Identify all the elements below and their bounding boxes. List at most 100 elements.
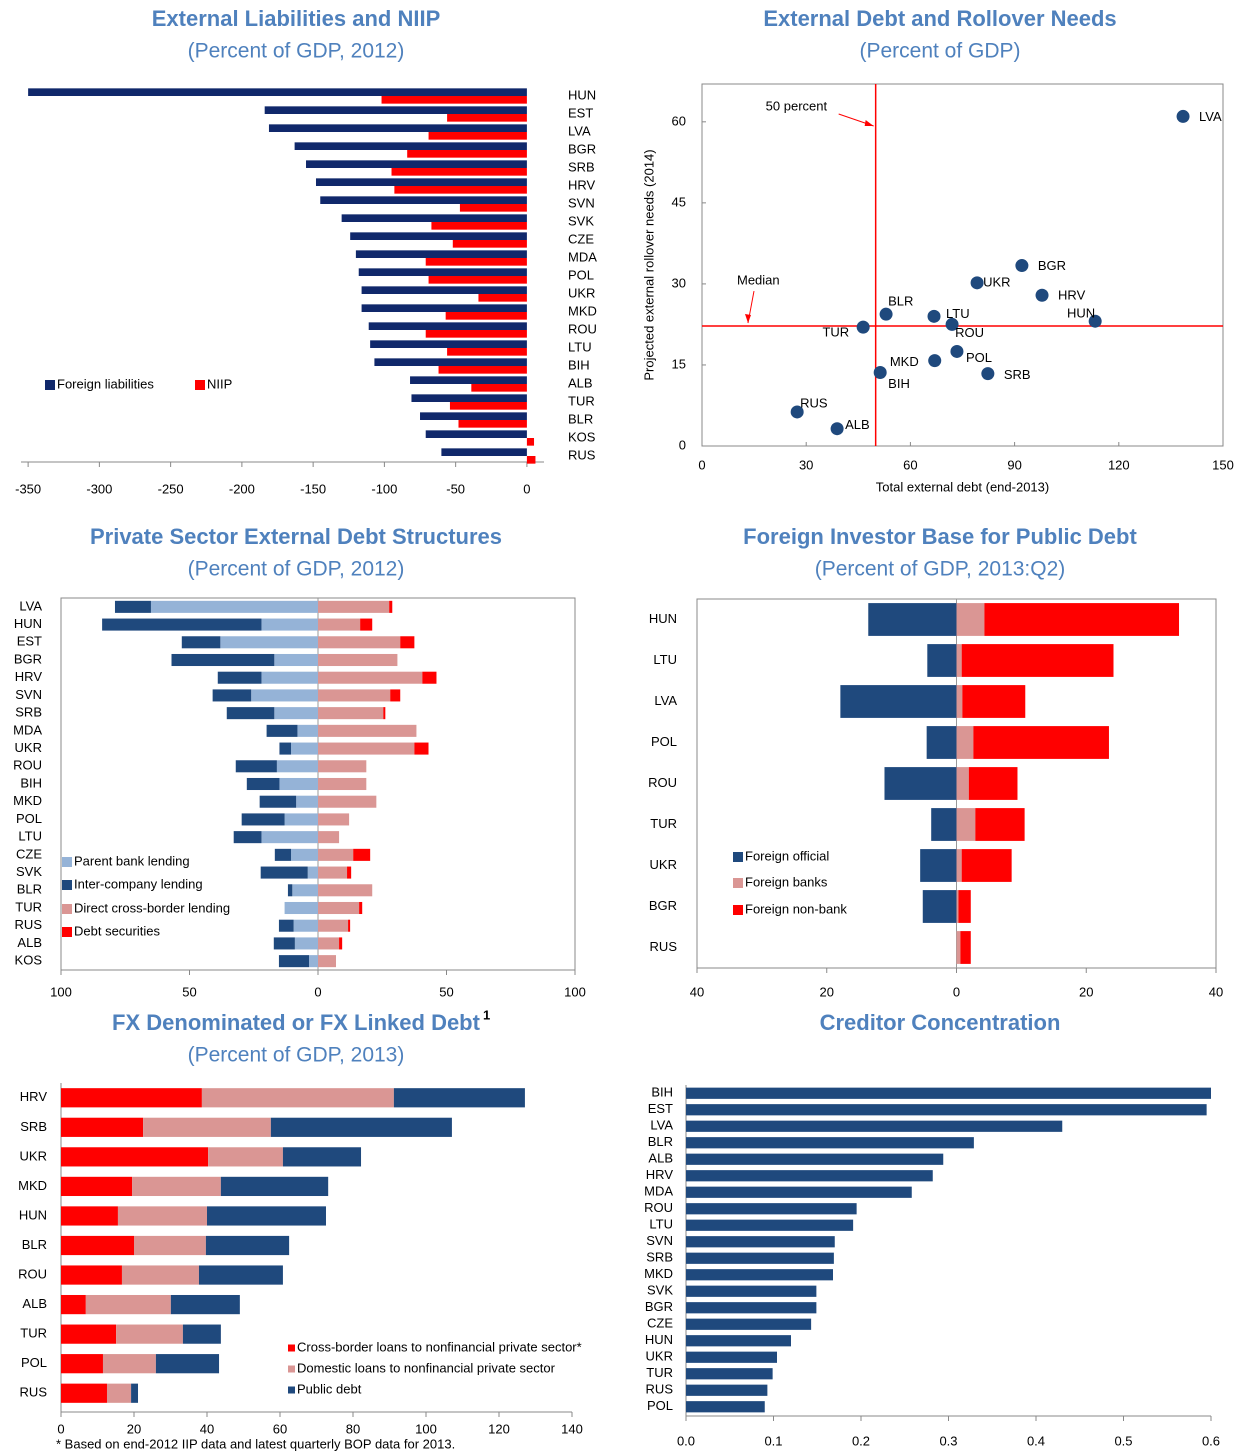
bar <box>425 430 527 438</box>
x-tick-label: -150 <box>300 481 326 496</box>
chart-subtitle: (Percent of GDP, 2013) <box>188 1044 405 1067</box>
y-tick-label: ALB <box>568 375 593 390</box>
bar <box>318 866 348 879</box>
bar <box>318 884 373 897</box>
x-tick-label: 120 <box>488 1421 510 1436</box>
y-tick-label: HRV <box>15 669 43 684</box>
y-tick-label: LVA <box>650 1118 673 1133</box>
bar <box>348 919 351 932</box>
bar <box>956 849 962 882</box>
bar <box>425 258 527 266</box>
bar <box>686 1269 833 1281</box>
x-tick-label: 0 <box>314 984 321 999</box>
bar <box>106 1383 132 1403</box>
bar <box>400 636 415 649</box>
bar <box>958 890 971 923</box>
x-tick-label: 0.0 <box>677 1433 695 1448</box>
bar <box>61 1088 202 1108</box>
x-tick-label: 150 <box>1212 457 1234 472</box>
bar <box>478 294 527 302</box>
y-tick-label: EST <box>648 1101 673 1116</box>
bar <box>428 276 527 284</box>
bar <box>61 1147 209 1167</box>
bar <box>297 724 318 737</box>
legend-swatch <box>195 380 205 390</box>
bar <box>931 808 957 841</box>
bar <box>150 600 318 613</box>
y-tick-label: LVA <box>654 693 677 708</box>
chart-title: Private Sector External Debt Structures <box>90 524 502 549</box>
bar <box>261 671 318 684</box>
x-tick-label: -300 <box>86 481 112 496</box>
bar <box>284 901 318 915</box>
bar <box>278 955 310 968</box>
legend-label: Foreign liabilities <box>57 376 154 391</box>
y-tick-label: HUN <box>645 1332 673 1347</box>
bar <box>155 1354 220 1374</box>
bar <box>920 849 957 882</box>
y-tick-label: SVK <box>568 213 594 228</box>
arrow-head <box>745 314 751 324</box>
bar <box>447 348 527 356</box>
bar <box>355 250 527 258</box>
x-tick-label: 0 <box>953 984 960 999</box>
bar <box>686 1252 834 1264</box>
bar <box>266 724 298 737</box>
bar <box>360 618 373 631</box>
point-label: POL <box>966 350 992 365</box>
y-tick-label: 45 <box>672 194 686 209</box>
x-tick-label: 20 <box>1079 984 1093 999</box>
x-tick-label: 0.2 <box>852 1433 870 1448</box>
y-tick-label: ROU <box>18 1266 47 1281</box>
bar <box>226 707 275 720</box>
bar <box>686 1120 1063 1132</box>
x-tick-label: 90 <box>1007 457 1021 472</box>
bar <box>276 760 318 773</box>
x-tick-label: 20 <box>820 984 834 999</box>
y-tick-label: RUS <box>20 1385 48 1400</box>
bar <box>294 142 527 150</box>
bar <box>292 884 318 897</box>
legend-label: Foreign official <box>745 848 829 863</box>
y-tick-label: BLR <box>568 411 593 426</box>
bar <box>968 767 1018 800</box>
bar <box>134 1235 206 1256</box>
y-tick-label: POL <box>647 1398 673 1413</box>
point <box>970 276 984 290</box>
y-tick-label: HUN <box>19 1207 47 1222</box>
x-tick-label: 100 <box>50 984 72 999</box>
point-label: LTU <box>946 306 970 321</box>
y-tick-label: POL <box>21 1355 47 1370</box>
chart-title: External Liabilities and NIIP <box>152 6 441 31</box>
bar <box>61 1354 103 1374</box>
bar <box>318 671 423 684</box>
bar <box>318 600 390 613</box>
bar <box>241 813 285 826</box>
x-tick-label: 40 <box>1209 984 1223 999</box>
bar <box>840 685 957 718</box>
y-tick-label: ALB <box>648 1151 673 1166</box>
y-tick-label: BIH <box>20 775 42 790</box>
bar <box>61 1324 117 1344</box>
bar <box>318 937 340 950</box>
point-label: TUR <box>822 325 849 340</box>
x-tick-label: 0 <box>698 457 705 472</box>
y-tick-label: SRB <box>568 159 595 174</box>
y-tick-label: ROU <box>13 758 42 773</box>
legend-label: Debt securities <box>74 923 160 938</box>
x-tick-label: 50 <box>182 984 196 999</box>
y-tick-label: EST <box>568 105 593 120</box>
bar <box>260 866 308 879</box>
bar <box>956 726 974 759</box>
bar <box>686 1137 974 1149</box>
y-tick-label: SVK <box>647 1283 673 1298</box>
point <box>1035 288 1049 302</box>
legend-swatch <box>733 905 743 915</box>
point-label: HUN <box>1067 306 1095 321</box>
bar <box>686 1285 817 1297</box>
y-tick-label: BIH <box>651 1085 673 1100</box>
y-tick-label: HRV <box>646 1167 674 1182</box>
bar <box>235 760 277 773</box>
bar <box>339 937 343 950</box>
bar <box>428 132 527 140</box>
